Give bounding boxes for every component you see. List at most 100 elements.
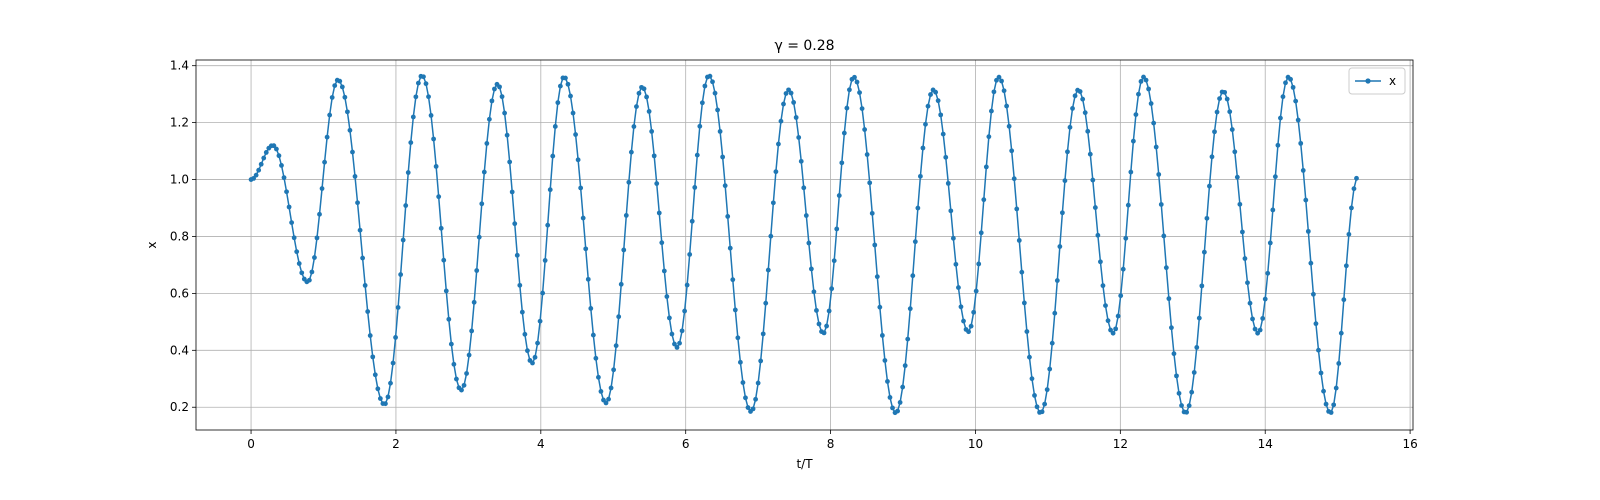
data-point xyxy=(306,277,312,283)
data-point xyxy=(1252,326,1258,332)
data-point xyxy=(1295,117,1301,123)
data-point xyxy=(829,286,835,292)
x-tick-label: 16 xyxy=(1402,437,1417,451)
data-point xyxy=(256,167,262,173)
data-point xyxy=(623,213,629,218)
x-tick-label: 10 xyxy=(968,437,983,451)
data-point xyxy=(727,245,733,251)
data-point xyxy=(973,288,979,294)
data-point xyxy=(476,234,482,240)
data-point xyxy=(1293,98,1299,104)
data-point xyxy=(1024,329,1030,334)
series-x xyxy=(248,73,1359,416)
data-point xyxy=(1222,89,1228,95)
data-point xyxy=(1143,77,1149,83)
data-point xyxy=(1204,215,1210,221)
data-point xyxy=(428,113,434,118)
data-point xyxy=(1070,105,1075,111)
x-tick-label: 8 xyxy=(827,437,835,451)
data-point xyxy=(441,257,447,263)
data-point xyxy=(1303,197,1309,203)
data-point xyxy=(869,210,875,216)
data-point xyxy=(1265,270,1271,276)
data-point xyxy=(535,340,540,346)
data-point xyxy=(1242,256,1248,261)
data-point xyxy=(1047,366,1053,372)
data-point xyxy=(996,74,1002,80)
data-point xyxy=(611,367,617,373)
data-point xyxy=(915,205,921,211)
data-point xyxy=(1103,303,1108,309)
data-point xyxy=(715,107,720,113)
data-point xyxy=(1161,233,1167,239)
data-point xyxy=(517,282,523,288)
data-point xyxy=(1346,231,1352,237)
data-point xyxy=(618,281,624,287)
data-point xyxy=(1062,178,1068,184)
data-point xyxy=(1029,376,1035,382)
data-point xyxy=(1077,89,1083,94)
data-point xyxy=(1196,315,1202,321)
data-point xyxy=(1310,291,1316,297)
data-point xyxy=(1032,393,1037,398)
data-point xyxy=(1184,409,1190,415)
data-point xyxy=(687,252,693,257)
data-point xyxy=(877,304,883,310)
data-point xyxy=(768,233,774,239)
data-point xyxy=(905,336,911,342)
data-point xyxy=(509,189,515,195)
data-point xyxy=(1034,404,1040,410)
data-point xyxy=(519,309,525,315)
data-point xyxy=(902,363,908,369)
data-point xyxy=(702,83,708,89)
data-point xyxy=(945,180,951,186)
data-point xyxy=(1240,229,1245,235)
data-point xyxy=(398,272,404,277)
data-point xyxy=(537,318,543,324)
data-point xyxy=(532,354,538,360)
data-point xyxy=(502,110,507,116)
data-point xyxy=(433,164,439,169)
data-point xyxy=(1057,244,1063,249)
data-point xyxy=(1260,315,1266,321)
data-point xyxy=(935,98,941,104)
data-point xyxy=(438,225,444,231)
data-point xyxy=(1224,96,1230,102)
data-point xyxy=(978,230,984,236)
data-point xyxy=(1136,91,1141,97)
chart-title: γ = 0.28 xyxy=(774,38,834,54)
data-point xyxy=(355,200,360,206)
data-point xyxy=(824,323,829,329)
data-point xyxy=(603,400,609,406)
data-point xyxy=(342,94,348,100)
data-point xyxy=(570,110,576,116)
data-point xyxy=(1044,387,1050,393)
y-tick-label: 0.6 xyxy=(170,286,189,300)
data-point xyxy=(999,78,1004,84)
data-point xyxy=(357,227,363,233)
y-tick-label: 0.2 xyxy=(170,400,189,414)
data-point xyxy=(573,132,578,137)
data-point xyxy=(735,335,741,341)
data-point xyxy=(1095,232,1101,238)
legend-label: x xyxy=(1389,74,1396,88)
data-point xyxy=(1305,228,1311,234)
data-point xyxy=(743,395,748,401)
data-point xyxy=(1272,174,1278,180)
data-point xyxy=(1014,206,1020,212)
data-point xyxy=(395,305,401,310)
data-point xyxy=(938,112,944,118)
data-point xyxy=(1019,269,1025,275)
data-point xyxy=(555,100,561,106)
data-point xyxy=(887,395,893,400)
data-point xyxy=(1250,316,1255,322)
data-point xyxy=(925,103,931,109)
data-point xyxy=(253,172,259,178)
data-point xyxy=(309,269,315,275)
data-point xyxy=(608,385,614,391)
data-point xyxy=(808,266,814,272)
data-point xyxy=(867,180,873,186)
data-point xyxy=(1042,401,1048,407)
data-point xyxy=(347,127,353,133)
data-point xyxy=(454,376,459,382)
